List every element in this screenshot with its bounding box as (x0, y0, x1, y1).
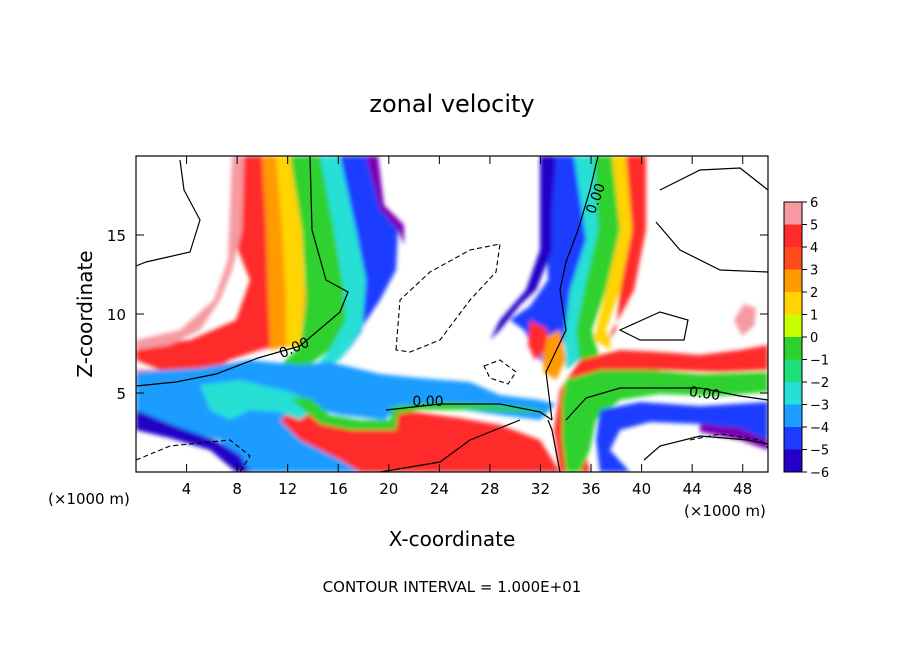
colorbar-swatch (784, 292, 802, 315)
colorbar-label: 3 (810, 264, 818, 279)
field-yellow-right (594, 156, 632, 350)
plot-area: 0.00 0.00 0.00 0.00 (135, 155, 769, 473)
x-unit-label-left: (×1000 m) (48, 490, 130, 508)
y-axis-ticks: 5 10 15 (107, 227, 768, 403)
colorbar-swatch (784, 449, 802, 472)
field-red-left (136, 156, 306, 380)
x-tick-label: 16 (329, 480, 348, 498)
field-cyan-right (564, 156, 600, 370)
colorbar-swatch (784, 247, 802, 270)
field-purple-lower (136, 410, 250, 472)
field-purple-right-jet (700, 424, 768, 450)
y-tick-label: 15 (107, 227, 126, 245)
x-axis-label: X-coordinate (389, 527, 516, 551)
colorbar-label: 5 (810, 219, 818, 234)
x-tick-label: 8 (232, 480, 242, 498)
colorbar-swatch (784, 202, 802, 225)
field-purple-right (490, 156, 556, 340)
field-yellow-left (276, 156, 305, 348)
colorbar-label: −5 (810, 444, 829, 459)
field-green-right-jet (562, 370, 768, 472)
colorbar-swatch (784, 427, 802, 450)
colorbar-swatch (784, 314, 802, 337)
contour-label: 0.00 (412, 394, 443, 410)
colorbar: 6 5 4 3 2 1 0 −1 −2 −3 −4 −5 −6 (783, 196, 829, 481)
x-tick-label: 4 (182, 480, 192, 498)
colorbar-label: 6 (810, 196, 818, 211)
field-blue-right (510, 156, 590, 370)
y-axis-label: Z-coordinate (73, 250, 97, 377)
colorbar-swatch (784, 269, 802, 292)
zero-contours (136, 156, 768, 472)
colorbar-label: −3 (810, 399, 829, 414)
field-green-left (270, 156, 346, 375)
x-tick-label: 20 (379, 480, 398, 498)
negative-contours (136, 243, 768, 472)
colorbar-label: −4 (810, 421, 829, 436)
y-tick-label: 5 (116, 385, 126, 403)
field-green-lower (290, 398, 548, 430)
colorbar-label: −6 (810, 466, 829, 481)
x-tick-label: 40 (632, 480, 651, 498)
x-tick-label: 36 (581, 480, 600, 498)
colorbar-swatch (784, 404, 802, 427)
colorbar-label: −2 (810, 376, 829, 391)
field-purple-left (366, 156, 404, 245)
x-axis-ticks: 4 8 12 16 20 24 28 32 36 40 44 48 (182, 156, 752, 498)
chart-title: zonal velocity (369, 90, 534, 118)
colorbar-label: 0 (810, 331, 818, 346)
colorbar-swatch (784, 382, 802, 405)
colorbar-swatch (784, 337, 802, 360)
colorbar-label: −1 (810, 354, 829, 369)
contour-interval-footer: CONTOUR INTERVAL = 1.000E+01 (323, 578, 582, 596)
y-tick-label: 10 (107, 306, 126, 324)
field-red-right (604, 156, 646, 345)
field-blue-left (340, 156, 398, 360)
x-tick-label: 32 (531, 480, 550, 498)
x-unit-label-right: (×1000 m) (684, 502, 766, 520)
x-tick-label: 28 (480, 480, 499, 498)
field-green-right (576, 156, 620, 366)
field-pink-left (136, 156, 244, 350)
field-pink-blob (734, 304, 756, 336)
colorbar-swatch (784, 359, 802, 382)
contour-label: 0.00 (688, 384, 721, 404)
field-cyan-lower (200, 380, 320, 420)
colorbar-label: 2 (810, 286, 818, 301)
field-red-center (528, 320, 548, 360)
x-tick-label: 44 (683, 480, 702, 498)
x-tick-label: 48 (733, 480, 752, 498)
field-blue-right-jet (596, 402, 768, 472)
x-tick-label: 24 (430, 480, 449, 498)
colorbar-swatch (784, 224, 802, 247)
colorbar-label: 1 (810, 309, 818, 324)
colorbar-label: 4 (810, 241, 818, 256)
x-tick-label: 12 (278, 480, 297, 498)
